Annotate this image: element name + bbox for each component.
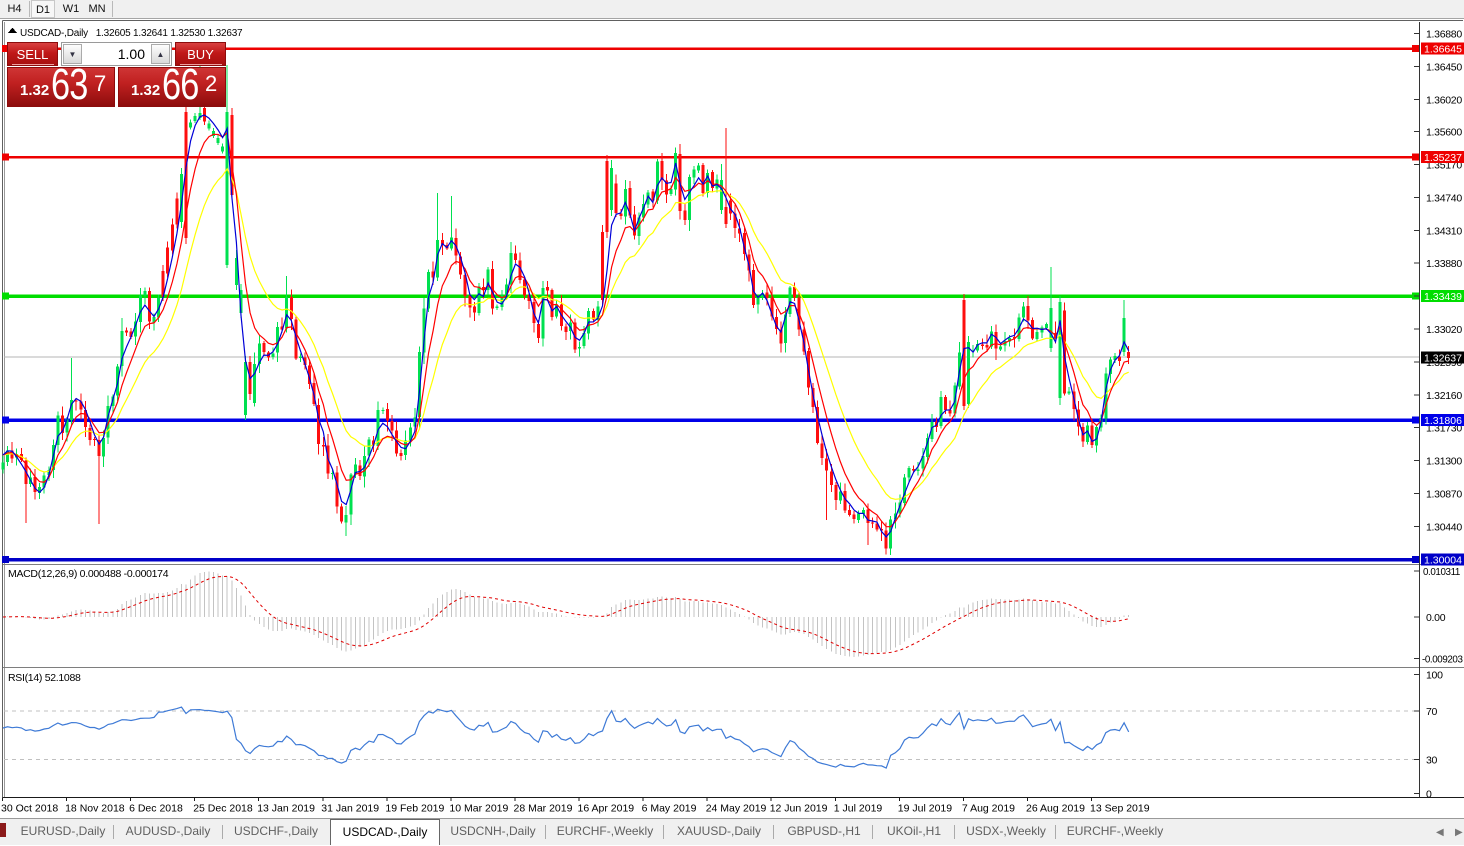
svg-text:30 Oct 2018: 30 Oct 2018 bbox=[1, 803, 58, 815]
svg-text:1.36880: 1.36880 bbox=[1426, 29, 1462, 41]
svg-text:13 Jan 2019: 13 Jan 2019 bbox=[257, 803, 315, 815]
svg-text:16 Apr 2019: 16 Apr 2019 bbox=[578, 803, 635, 815]
svg-text:0.010311: 0.010311 bbox=[1423, 567, 1460, 578]
svg-text:1.36645: 1.36645 bbox=[1424, 44, 1462, 56]
svg-text:1.35237: 1.35237 bbox=[1424, 152, 1462, 164]
svg-text:6 May 2019: 6 May 2019 bbox=[642, 803, 697, 815]
svg-text:0.00: 0.00 bbox=[1426, 612, 1446, 624]
svg-text:1.33439: 1.33439 bbox=[1424, 291, 1462, 303]
svg-text:MACD(12,26,9) 0.000488 -0.0001: MACD(12,26,9) 0.000488 -0.000174 bbox=[8, 568, 169, 580]
svg-text:-0.009203: -0.009203 bbox=[1422, 655, 1463, 666]
svg-text:100: 100 bbox=[1426, 670, 1443, 682]
svg-text:1.36450: 1.36450 bbox=[1426, 62, 1462, 74]
svg-text:7 Aug 2019: 7 Aug 2019 bbox=[962, 803, 1015, 815]
svg-text:1.34740: 1.34740 bbox=[1426, 192, 1462, 204]
svg-text:1.36020: 1.36020 bbox=[1426, 94, 1462, 106]
svg-text:USDCAD-,Daily 1.32605 1.3264: USDCAD-,Daily 1.32605 1.32641 1.32530 1.… bbox=[20, 28, 243, 39]
svg-text:28 Mar 2019: 28 Mar 2019 bbox=[514, 803, 573, 815]
svg-text:1 Jul 2019: 1 Jul 2019 bbox=[834, 803, 883, 815]
svg-text:12 Jun 2019: 12 Jun 2019 bbox=[770, 803, 828, 815]
svg-text:6 Dec 2018: 6 Dec 2018 bbox=[129, 803, 183, 815]
svg-text:1.30870: 1.30870 bbox=[1426, 488, 1462, 500]
svg-text:1.35600: 1.35600 bbox=[1426, 127, 1462, 139]
svg-text:1.32637: 1.32637 bbox=[1424, 353, 1462, 365]
svg-text:19 Feb 2019: 19 Feb 2019 bbox=[385, 803, 444, 815]
svg-text:18 Nov 2018: 18 Nov 2018 bbox=[65, 803, 125, 815]
svg-text:25 Dec 2018: 25 Dec 2018 bbox=[193, 803, 253, 815]
svg-text:1.32160: 1.32160 bbox=[1426, 390, 1462, 402]
svg-text:1.31806: 1.31806 bbox=[1424, 415, 1462, 427]
svg-text:1.30004: 1.30004 bbox=[1424, 555, 1462, 567]
svg-text:31 Jan 2019: 31 Jan 2019 bbox=[321, 803, 379, 815]
svg-text:1.33020: 1.33020 bbox=[1426, 324, 1462, 336]
svg-text:26 Aug 2019: 26 Aug 2019 bbox=[1026, 803, 1085, 815]
svg-text:10 Mar 2019: 10 Mar 2019 bbox=[449, 803, 508, 815]
svg-text:70: 70 bbox=[1426, 706, 1438, 718]
svg-text:1.30440: 1.30440 bbox=[1426, 521, 1462, 533]
svg-text:13 Sep 2019: 13 Sep 2019 bbox=[1090, 803, 1150, 815]
svg-text:0: 0 bbox=[1426, 789, 1432, 801]
svg-text:24 May 2019: 24 May 2019 bbox=[706, 803, 767, 815]
svg-text:19 Jul 2019: 19 Jul 2019 bbox=[898, 803, 952, 815]
svg-text:RSI(14) 52.1088: RSI(14) 52.1088 bbox=[8, 672, 81, 684]
svg-text:30: 30 bbox=[1426, 754, 1438, 766]
svg-text:1.33880: 1.33880 bbox=[1426, 258, 1462, 270]
svg-text:1.34310: 1.34310 bbox=[1426, 225, 1462, 237]
svg-text:1.31300: 1.31300 bbox=[1426, 456, 1462, 468]
